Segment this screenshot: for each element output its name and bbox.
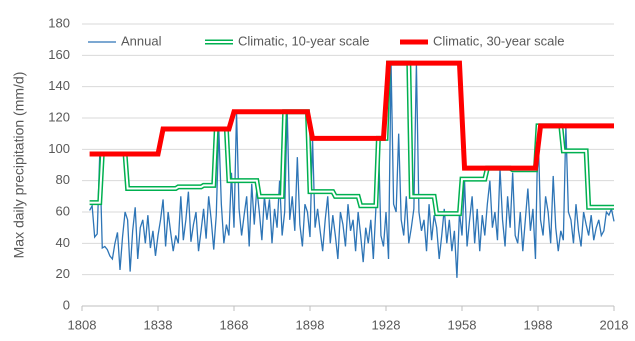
x-tick-label: 2018 [600,317,629,332]
x-tick-label: 1958 [448,317,477,332]
y-tick-label: 20 [56,266,70,281]
series-line [89,60,614,171]
y-tick-label: 140 [48,78,70,93]
y-tick-label: 120 [48,109,70,124]
y-tick-label: 0 [63,297,70,312]
legend-label: Climatic, 30-year scale [433,33,565,48]
y-tick-label: 100 [48,141,70,156]
y-tick-label: 60 [56,203,70,218]
series-line [89,63,615,278]
x-tick-label: 1838 [144,317,173,332]
x-tick-label: 1988 [524,317,553,332]
legend-label: Annual [121,33,162,48]
legend-label: Climatic, 10-year scale [238,33,370,48]
x-tick-label: 1928 [372,317,401,332]
x-tick-label: 1808 [68,317,97,332]
x-tick-label: 1868 [220,317,249,332]
x-tick-label: 1898 [296,317,325,332]
y-tick-label: 40 [56,235,70,250]
y-tick-label: 180 [48,15,70,30]
y-axis-label: Max daily precipitation (mm/d) [11,72,27,259]
y-tick-label: 80 [56,172,70,187]
y-tick-label: 160 [48,47,70,62]
